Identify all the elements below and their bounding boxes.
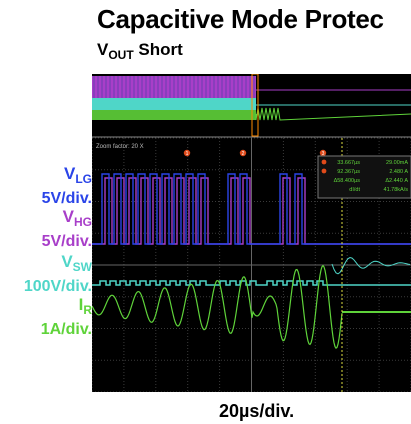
zoom-factor-text: Zoom factor: 20 X: [96, 144, 144, 150]
subtitle-sub: OUT: [108, 48, 134, 62]
channel-label-vhg: VHG 5V/div.: [0, 207, 92, 251]
cursor-dot: [321, 159, 327, 165]
subtitle-rest: Short: [133, 40, 183, 59]
cursor-value: 2.480 A: [389, 169, 408, 175]
marker-label: 3: [322, 151, 325, 157]
marker-dot: [239, 149, 247, 157]
cursor-readout: 33.667µs 29.00mA 92.367µs 2.480 A Δ58.400µs Δ…: [317, 155, 411, 199]
channel-name: V: [61, 252, 73, 271]
channel-scale: 5V/div.: [41, 190, 92, 207]
channel-label-ir: IR 1A/div.: [0, 295, 92, 339]
cursor-time: 33.667µs: [337, 160, 360, 166]
cursor-readout-box: [317, 155, 411, 199]
cursor-value: 41.78kA/s: [384, 187, 409, 193]
overview-pane: [92, 74, 411, 137]
cursor-dot: [321, 168, 327, 174]
marker-dot: [183, 149, 191, 157]
cursor-time: dI/dt: [349, 187, 360, 193]
overview-ir-block: [92, 110, 256, 120]
overview-vsw-block: [92, 98, 256, 110]
cursor-value: 29.00mA: [386, 160, 408, 166]
channel-scale: 5V/div.: [41, 233, 92, 250]
chart-title: Capacitive Mode Protec: [97, 4, 384, 34]
marker-label: 1: [186, 151, 189, 157]
trigger-markers: 1 2 3: [183, 138, 343, 392]
channel-name: V: [62, 207, 74, 226]
channel-sub: LG: [75, 172, 92, 186]
channel-label-vsw: VSW 100V/div.: [0, 252, 92, 296]
cursor-time: Δ58.400µs: [334, 178, 361, 184]
time-scale-label: 20µs/div.: [219, 401, 295, 421]
marker-dot: [319, 149, 327, 157]
marker-label: 2: [242, 151, 245, 157]
channel-sub: SW: [72, 260, 92, 274]
trace-ir: [92, 264, 343, 350]
trace-vlg: [92, 173, 411, 245]
cursor-time: 92.367µs: [337, 169, 360, 175]
cursor-value: Δ2.440 A: [385, 178, 408, 184]
traces: [92, 173, 411, 350]
subtitle-main: V: [97, 40, 109, 59]
channel-sub: HG: [74, 215, 92, 229]
scope-svg: Zoom factor: 20 X 1 2 3 33.667µs 29.00mA 92.…: [92, 74, 411, 392]
overview-zoom-window: [251, 74, 259, 137]
overview-ir-line: [255, 107, 411, 121]
channel-sub: R: [83, 303, 92, 317]
channel-name: I: [78, 295, 84, 314]
oscilloscope-display: Zoom factor: 20 X 1 2 3 33.667µs 29.00mA 92.…: [92, 74, 411, 392]
trace-vsw: [92, 280, 411, 286]
channel-scale: 1A/div.: [40, 321, 92, 338]
trace-vsw-ring: [331, 257, 411, 275]
channel-scale: 100V/div.: [23, 278, 92, 295]
channel-label-vlg: VLG 5V/div.: [0, 164, 92, 208]
channel-name: V: [63, 164, 76, 183]
chart-subtitle: VOUT Short: [97, 40, 183, 62]
